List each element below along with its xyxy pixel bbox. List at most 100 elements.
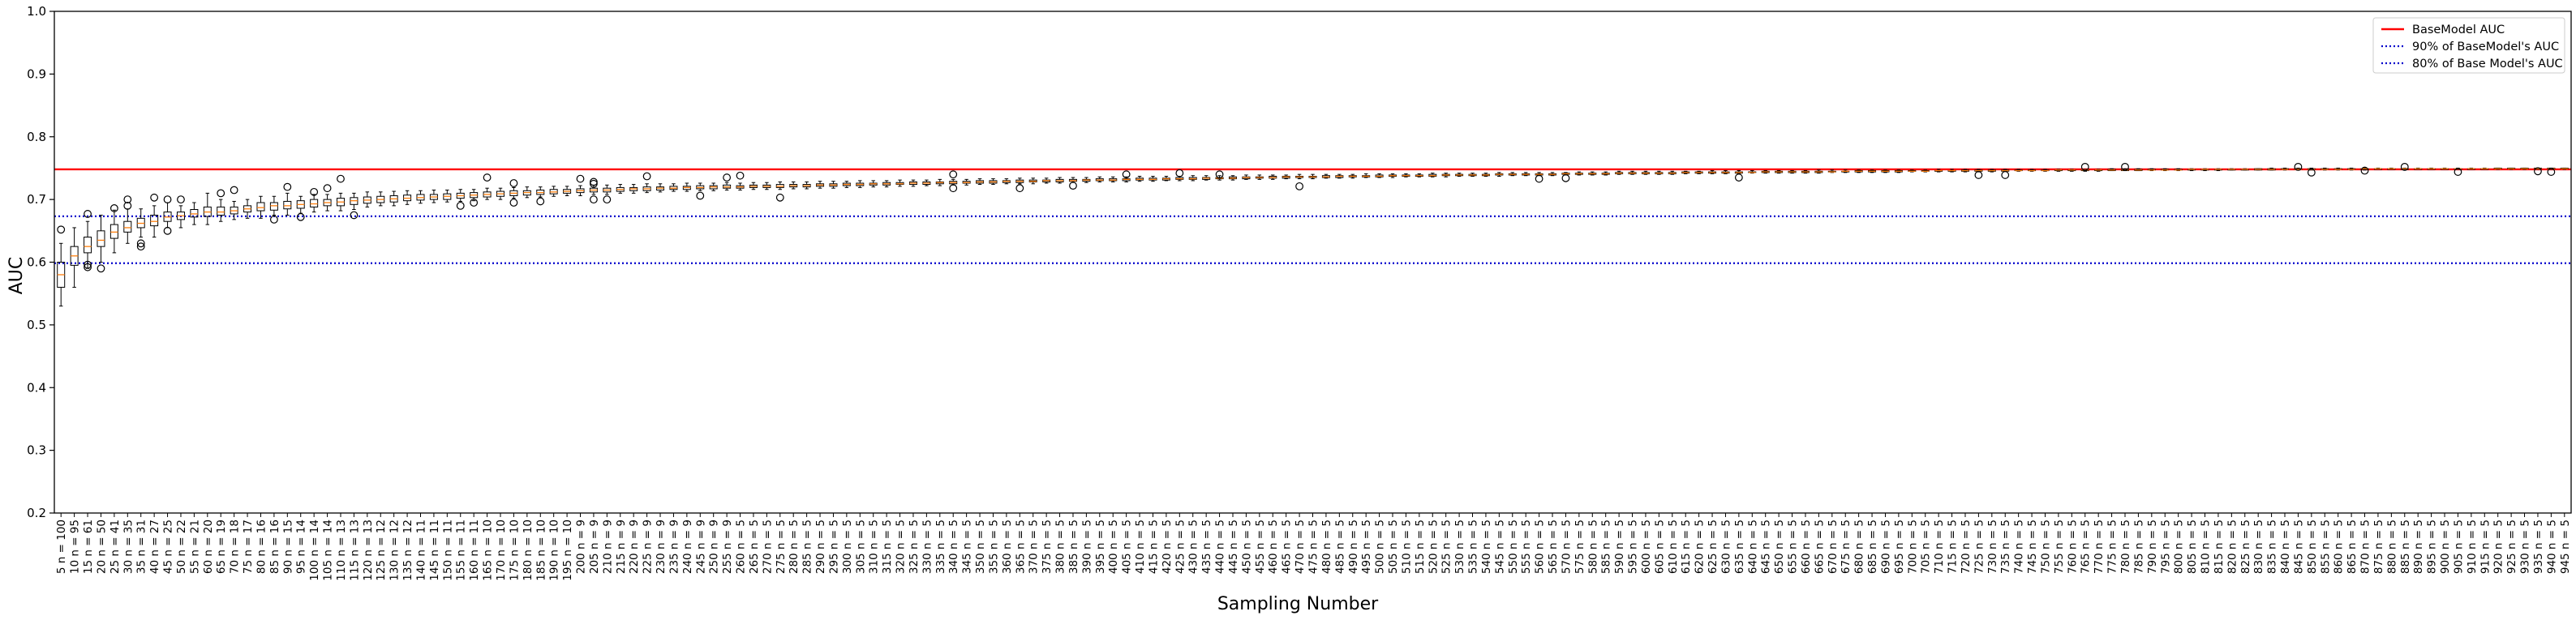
box-405 — [1122, 170, 1131, 182]
x-tick-label: 215 n = 9 — [615, 520, 628, 574]
x-tick-label: 15 n = 61 — [82, 520, 95, 574]
outlier-point — [1535, 174, 1543, 183]
outlier-point — [509, 199, 518, 207]
x-tick-label: 690 n = 5 — [1879, 520, 1892, 574]
box-515 — [1415, 173, 1423, 177]
x-tick-label: 650 n = 5 — [1773, 520, 1786, 574]
x-tick-label: 100 n = 14 — [308, 520, 321, 581]
box-855 — [2321, 167, 2329, 171]
outlier-point — [1561, 173, 1570, 182]
x-tick-label: 940 n = 5 — [2545, 520, 2558, 574]
outlier-point — [2080, 162, 2089, 171]
box-365 — [1015, 177, 1024, 193]
x-tick-label: 420 n = 5 — [1161, 520, 1174, 574]
x-tick-label: 605 n = 5 — [1653, 520, 1666, 574]
box-200 — [576, 174, 585, 196]
x-tick-label: 130 n = 12 — [389, 520, 401, 581]
x-tick-label: 410 n = 5 — [1134, 520, 1147, 574]
outlier-point — [2307, 168, 2316, 177]
x-tick-label: 365 n = 5 — [1014, 520, 1027, 574]
outlier-point — [590, 179, 598, 188]
x-tick-label: 370 n = 5 — [1028, 520, 1041, 574]
x-tick-label: 715 n = 5 — [1947, 520, 1960, 574]
x-tick-label: 580 n = 5 — [1586, 520, 1599, 574]
outlier-point — [2534, 167, 2542, 176]
box-745 — [2028, 169, 2037, 172]
x-tick-label: 570 n = 5 — [1560, 520, 1573, 574]
outlier-point — [1215, 170, 1224, 179]
x-tick-label: 330 n = 5 — [921, 520, 934, 574]
outlier-point — [509, 179, 518, 187]
box-715 — [1947, 169, 1956, 173]
box-670 — [1827, 169, 1836, 173]
box-935 — [2533, 167, 2542, 176]
box-370 — [1028, 177, 1037, 185]
box-805 — [2187, 168, 2196, 172]
outlier-point — [350, 211, 358, 220]
x-tick-label: 765 n = 5 — [2080, 520, 2093, 574]
x-tick-label: 425 n = 5 — [1174, 520, 1187, 574]
box-110 — [336, 174, 345, 212]
outlier-point — [723, 173, 732, 182]
box-470 — [1295, 173, 1304, 190]
box-485 — [1335, 173, 1344, 179]
x-tick-label: 290 n = 5 — [814, 520, 827, 574]
x-tick-label: 320 n = 5 — [895, 520, 908, 574]
box-170 — [496, 187, 505, 200]
x-tick-label: 515 n = 5 — [1414, 520, 1427, 574]
box-45 — [163, 195, 172, 235]
legend-label-1: BaseModel AUC — [2412, 24, 2505, 36]
box-body — [190, 209, 199, 218]
x-tick-label: 685 n = 5 — [1866, 520, 1879, 574]
x-tick-label: 80 n = 16 — [255, 520, 268, 574]
x-tick-label: 195 n = 10 — [561, 520, 574, 581]
outlier-point — [2360, 166, 2369, 175]
box-130 — [389, 190, 398, 207]
x-tick-label: 40 n = 27 — [148, 520, 161, 574]
x-tick-label: 345 n = 5 — [961, 520, 974, 574]
box-400 — [1109, 176, 1118, 182]
box-240 — [682, 182, 691, 192]
box-525 — [1441, 173, 1450, 177]
x-tick-label: 180 n = 10 — [522, 520, 535, 581]
x-tick-label: 865 n = 5 — [2346, 520, 2359, 574]
box-80 — [256, 195, 265, 219]
box-750 — [2041, 169, 2050, 172]
x-tick-label: 435 n = 5 — [1200, 520, 1213, 574]
box-15 — [84, 210, 92, 272]
outlier-point — [1175, 169, 1184, 177]
x-tick-label: 505 n = 5 — [1387, 520, 1400, 574]
outlier-point — [1295, 182, 1303, 190]
box-215 — [616, 184, 625, 194]
x-tick-label: 740 n = 5 — [2013, 520, 2026, 574]
box-760 — [2067, 169, 2076, 172]
x-tick-label: 905 n = 5 — [2452, 520, 2465, 574]
x-tick-label: 175 n = 10 — [508, 520, 521, 581]
outlier-point — [2001, 171, 2010, 179]
x-tick-label: 490 n = 5 — [1347, 520, 1360, 574]
outlier-point — [1015, 184, 1024, 193]
box-730 — [1987, 169, 1996, 173]
x-tick-label: 555 n = 5 — [1520, 520, 1533, 574]
x-tick-label: 895 n = 5 — [2426, 520, 2439, 574]
box-540 — [1481, 173, 1490, 177]
x-tick-label: 50 n = 22 — [175, 520, 188, 574]
y-tick-label: 0.2 — [27, 506, 46, 520]
box-600 — [1641, 170, 1650, 175]
box-75 — [243, 199, 252, 219]
x-tick-label: 135 n = 12 — [401, 520, 414, 581]
x-tick-label: 590 n = 5 — [1613, 520, 1626, 574]
box-280 — [789, 181, 798, 190]
box-500 — [1375, 173, 1384, 178]
box-440 — [1215, 170, 1224, 181]
x-axis-label: Sampling Number — [1217, 594, 1379, 614]
x-tick-label: 750 n = 5 — [2039, 520, 2052, 574]
x-tick-label: 355 n = 5 — [987, 520, 1000, 574]
x-tick-label: 60 n = 20 — [202, 520, 215, 574]
x-tick-label: 725 n = 5 — [1973, 520, 1986, 574]
x-tick-label: 30 n = 35 — [122, 520, 135, 574]
box-40 — [150, 193, 159, 238]
x-tick-label: 405 n = 5 — [1121, 520, 1134, 574]
x-tick-label: 920 n = 5 — [2492, 520, 2505, 574]
